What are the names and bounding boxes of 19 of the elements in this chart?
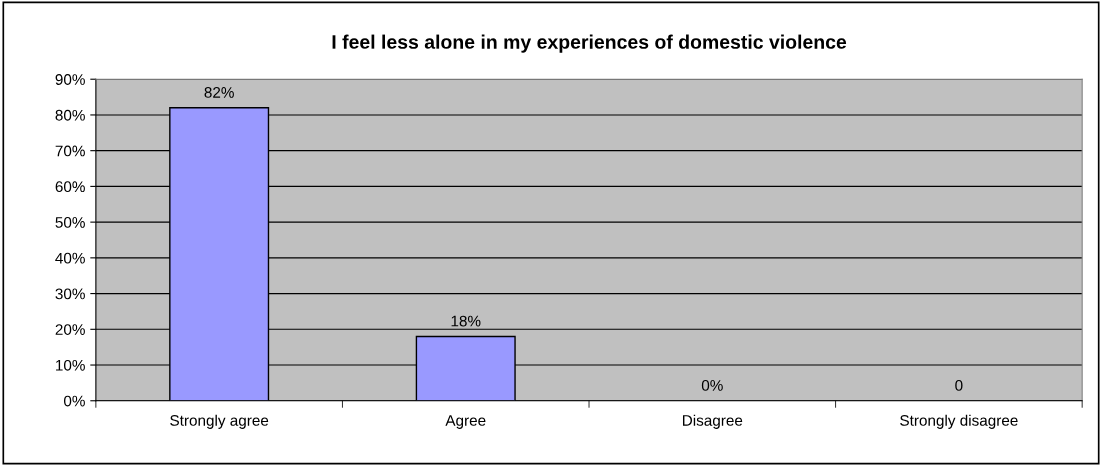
y-tick-label: 50%: [55, 216, 85, 228]
x-tick-label: Agree: [445, 415, 486, 429]
y-tick-label: 60%: [55, 181, 85, 193]
y-tick-label: 10%: [56, 359, 85, 371]
x-tick-label: Strongly disagree: [900, 414, 1018, 429]
y-tick-label: 0%: [63, 395, 85, 407]
y-tick-label: 80%: [55, 109, 85, 121]
chart-title: I feel less alone in my experiences of domestic violence: [332, 34, 847, 53]
x-tick-label: Disagree: [682, 414, 743, 429]
y-tick-label: 90%: [55, 74, 85, 85]
y-tick-label: 40%: [55, 252, 85, 264]
data-label: 82%: [204, 87, 234, 98]
y-tick-label: 20%: [55, 324, 85, 335]
data-label: 0%: [701, 379, 723, 391]
data-label: 18%: [451, 315, 481, 327]
y-tick-label: 70%: [55, 145, 85, 157]
data-label: 0: [955, 379, 963, 391]
y-tick-label: 30%: [55, 288, 85, 300]
x-tick-label: Strongly agree: [170, 414, 269, 429]
